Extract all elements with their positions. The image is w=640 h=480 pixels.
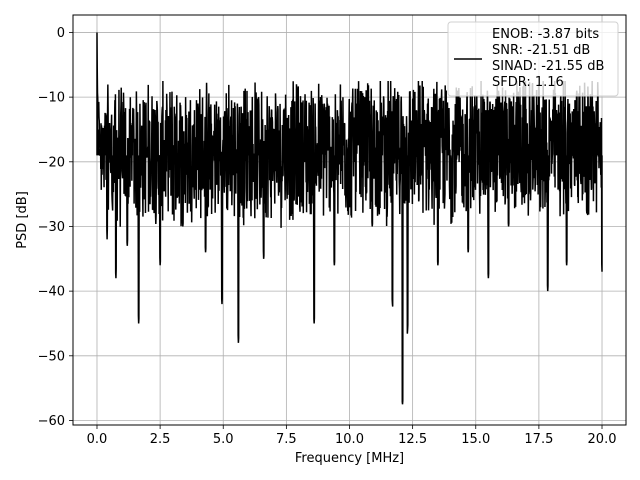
x-tick-label: 2.5 xyxy=(150,432,171,447)
legend-sinad: SINAD: -21.55 dB xyxy=(492,59,604,74)
y-tick-label: −30 xyxy=(38,220,65,235)
y-tick-label: −40 xyxy=(38,285,65,300)
x-tick-label: 5.0 xyxy=(213,432,234,447)
legend-snr: SNR: -21.51 dB xyxy=(492,43,590,58)
y-tick-label: −20 xyxy=(38,155,65,170)
x-tick-label: 10.0 xyxy=(335,432,364,447)
x-tick-label: 20.0 xyxy=(588,432,617,447)
x-tick-label: 17.5 xyxy=(524,432,553,447)
x-tick-label: 0.0 xyxy=(87,432,108,447)
y-axis-ticks: 0 −10 −20 −30 −40 −50 −60 xyxy=(38,26,73,429)
y-tick-label: 0 xyxy=(57,26,65,41)
legend-sfdr: SFDR: 1.16 xyxy=(492,75,564,90)
x-axis-label: Frequency [MHz] xyxy=(295,451,404,466)
x-tick-label: 7.5 xyxy=(276,432,297,447)
y-axis-label: PSD [dB] xyxy=(15,191,30,249)
y-tick-label: −50 xyxy=(38,349,65,364)
x-axis-ticks: 0.0 2.5 5.0 7.5 10.0 12.5 15.0 17.5 20.0 xyxy=(87,425,617,447)
legend-box xyxy=(447,21,619,97)
y-tick-label: −60 xyxy=(38,414,65,429)
legend-enob: ENOB: -3.87 bits xyxy=(492,27,599,42)
x-tick-label: 12.5 xyxy=(398,432,427,447)
x-tick-label: 15.0 xyxy=(461,432,490,447)
plot-area xyxy=(96,32,603,405)
psd-series-line xyxy=(96,32,603,405)
legend: ENOB: -3.87 bits SNR: -21.51 dB SINAD: -… xyxy=(447,21,619,97)
y-tick-label: −10 xyxy=(38,91,65,106)
